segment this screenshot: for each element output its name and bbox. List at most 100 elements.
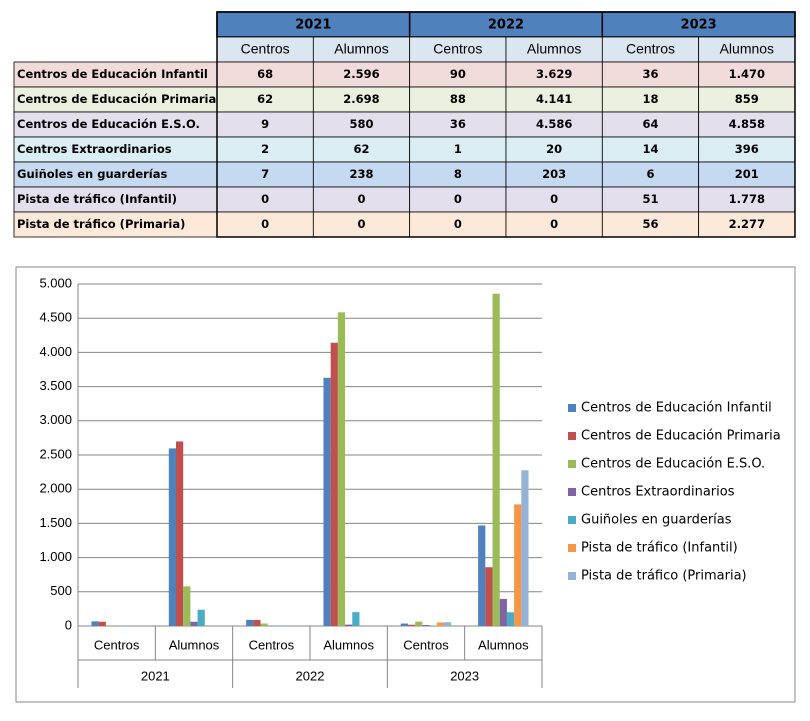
bar	[176, 441, 183, 626]
group-label: 2021	[141, 668, 170, 683]
row-label: Pista de tráfico (Infantil)	[17, 192, 177, 206]
y-tick-label: 1.500	[39, 515, 72, 530]
legend-swatch	[568, 488, 576, 496]
cell-value: 9	[261, 117, 269, 131]
row-label: Centros de Educación Infantil	[17, 67, 208, 81]
y-tick-label: 0	[65, 617, 72, 632]
subheader-label: Centros	[626, 41, 675, 57]
legend-swatch	[568, 404, 576, 412]
y-tick-label: 500	[50, 583, 72, 598]
bar	[331, 343, 338, 626]
cell-value: 0	[261, 192, 269, 206]
cell-value: 18	[642, 92, 658, 106]
cell-value: 3.629	[536, 67, 572, 81]
cell-value: 6	[646, 167, 654, 181]
legend-label: Centros de Educación Infantil	[581, 401, 772, 416]
cell-value: 2	[261, 142, 269, 156]
bar	[275, 625, 282, 626]
cell-value: 51	[642, 192, 658, 206]
cell-value: 4.141	[536, 92, 572, 106]
bar	[183, 586, 190, 626]
cell-value: 2.698	[343, 92, 379, 106]
cell-value: 0	[550, 217, 558, 231]
year-header-label: 2022	[488, 18, 524, 33]
subheader-label: Centros	[433, 41, 482, 57]
bar	[401, 624, 408, 626]
cell-value: 90	[450, 67, 466, 81]
cell-value: 1.778	[729, 192, 765, 206]
cell-value: 238	[349, 167, 373, 181]
cell-value: 88	[450, 92, 466, 106]
bar	[493, 294, 500, 626]
bar	[253, 620, 260, 626]
cell-value: 0	[550, 192, 558, 206]
bar	[323, 378, 330, 626]
subheader-label: Alumnos	[720, 41, 774, 57]
y-tick-label: 2.000	[39, 481, 72, 496]
bar	[338, 312, 345, 626]
y-tick-label: 1.000	[39, 549, 72, 564]
bar	[190, 622, 197, 626]
legend-label: Pista de tráfico (Primaria)	[581, 569, 747, 584]
bar	[521, 470, 528, 626]
row-label: Guiñoles en guarderías	[17, 167, 167, 181]
bar	[198, 610, 205, 626]
year-header-label: 2023	[681, 18, 717, 33]
x-tick-label: Alumnos	[169, 637, 220, 652]
y-tick-label: 2.500	[39, 446, 72, 461]
cell-value: 36	[642, 67, 658, 81]
bar	[169, 448, 176, 626]
bar	[261, 624, 268, 626]
bar	[437, 623, 444, 626]
cell-value: 0	[261, 217, 269, 231]
cell-value: 62	[353, 142, 369, 156]
subheader-label: Alumnos	[334, 41, 388, 57]
legend-label: Centros de Educación Primaria	[581, 429, 781, 444]
bar	[91, 621, 98, 626]
cell-value: 396	[735, 142, 759, 156]
x-tick-label: Alumnos	[478, 637, 529, 652]
legend-label: Pista de tráfico (Infantil)	[581, 541, 738, 556]
year-header-label: 2021	[295, 18, 331, 33]
cell-value: 0	[454, 217, 462, 231]
row-label: Centros de Educación Primaria	[17, 92, 216, 106]
group-label: 2023	[450, 668, 479, 683]
cell-value: 62	[257, 92, 273, 106]
cell-value: 0	[454, 192, 462, 206]
y-tick-label: 3.500	[39, 378, 72, 393]
cell-value: 0	[357, 217, 365, 231]
cell-value: 859	[735, 92, 759, 106]
legend-swatch	[568, 432, 576, 440]
cell-value: 580	[349, 117, 373, 131]
row-label: Centros de Educación E.S.O.	[17, 117, 200, 131]
cell-value: 1.470	[729, 67, 765, 81]
bar	[444, 622, 451, 626]
cell-value: 68	[257, 67, 273, 81]
cell-value: 64	[642, 117, 658, 131]
bar	[507, 612, 514, 626]
subheader-label: Centros	[241, 41, 290, 57]
cell-value: 2.596	[343, 67, 379, 81]
legend-label: Centros de Educación E.S.O.	[581, 457, 765, 472]
cell-value: 20	[546, 142, 562, 156]
row-label: Centros Extraordinarios	[17, 142, 172, 156]
bar	[106, 625, 113, 626]
x-tick-label: Centros	[249, 637, 295, 652]
bar	[422, 625, 429, 626]
bar	[500, 599, 507, 626]
legend-swatch	[568, 544, 576, 552]
legend-label: Centros Extraordinarios	[581, 485, 735, 500]
bar	[485, 567, 492, 626]
bar	[345, 625, 352, 626]
bar	[514, 504, 521, 626]
cell-value: 1	[454, 142, 462, 156]
cell-value: 7	[261, 167, 269, 181]
y-tick-label: 4.000	[39, 344, 72, 359]
legend-swatch	[568, 572, 576, 580]
y-tick-label: 4.500	[39, 310, 72, 325]
legend-swatch	[568, 516, 576, 524]
cell-value: 201	[735, 167, 759, 181]
legend-swatch	[568, 460, 576, 468]
x-tick-label: Alumnos	[323, 637, 374, 652]
